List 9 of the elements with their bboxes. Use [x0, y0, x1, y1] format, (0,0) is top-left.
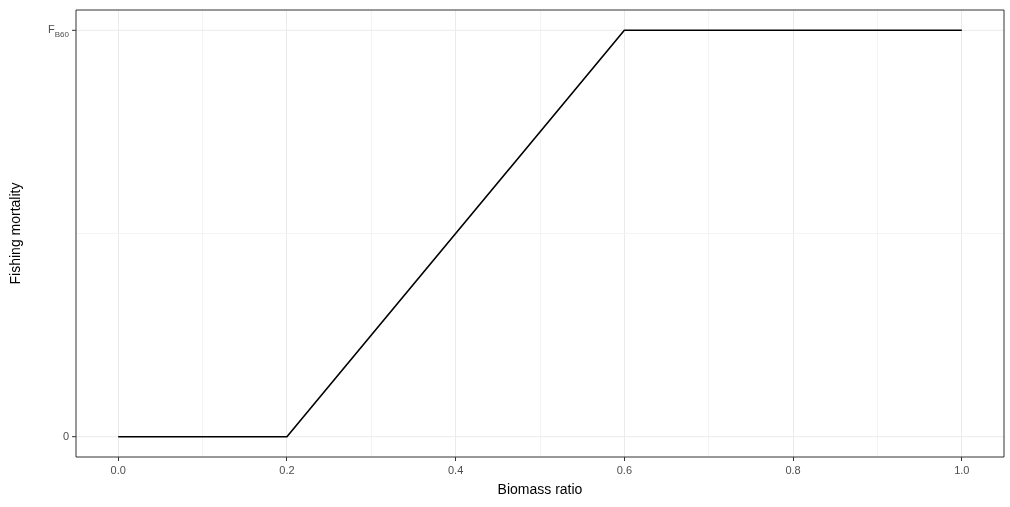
- x-tick-label: 0.8: [785, 463, 801, 476]
- x-axis-title: Biomass ratio: [497, 481, 583, 498]
- x-tick-label: 0.2: [279, 463, 295, 476]
- x-tick-label: 0.4: [447, 463, 464, 476]
- x-tick-label: 0.0: [110, 463, 126, 476]
- y-axis-title: Fishing mortality: [7, 182, 24, 285]
- x-tick-label: 1.0: [954, 463, 970, 476]
- x-tick-label: 0.6: [616, 463, 633, 476]
- text: 0: [62, 429, 70, 442]
